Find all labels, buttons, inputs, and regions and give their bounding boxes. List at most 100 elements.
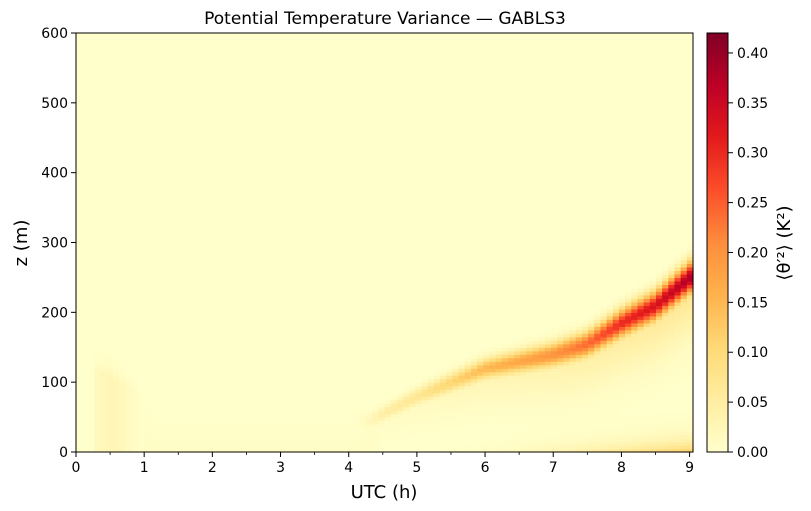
heatmap-cell [495,410,503,415]
heatmap-cell [298,427,305,432]
heatmap-cell [581,354,589,359]
heatmap-cell [662,350,669,355]
heatmap-cell [514,347,521,352]
heatmap-cell [551,396,558,401]
heatmap-cell [575,382,583,387]
heatmap-cell [680,298,688,303]
heatmap-cell [680,445,688,450]
heatmap-cell [655,389,663,394]
heatmap-cell [137,424,145,429]
heatmap-cell [575,431,583,436]
heatmap-cell [643,448,651,453]
heatmap-cell [501,343,509,348]
heatmap-cell [489,385,497,390]
heatmap-cell [649,291,657,296]
heatmap-cell [612,326,620,331]
heatmap-cell [409,399,416,404]
heatmap-cell [643,305,651,310]
heatmap-cell [674,354,682,359]
heatmap-cell [668,364,676,369]
heatmap-cell [304,431,312,436]
heatmap-cell [298,441,305,446]
heatmap-cell [588,371,595,376]
heatmap-cell [606,378,614,383]
heatmap-cell [483,378,490,383]
heatmap-cell [532,350,540,355]
heatmap-cell [261,445,268,450]
heatmap-cell [674,424,682,429]
heatmap-cell [100,417,108,422]
heatmap-cell [662,305,669,310]
heatmap-cell [594,413,602,418]
heatmap-cell [180,448,188,453]
heatmap-cell [403,424,410,429]
heatmap-cell [557,375,565,380]
heatmap-cell [100,403,108,408]
heatmap-cell [588,350,595,355]
heatmap-cell [520,357,528,362]
heatmap-cell [137,396,145,401]
heatmap-cell [483,371,490,376]
heatmap-cell [421,410,429,415]
heatmap-cell [668,319,676,324]
heatmap-cell [655,312,663,317]
heatmap-cell [575,361,583,366]
heatmap-cell [606,329,614,334]
heatmap-cell [643,291,651,296]
heatmap-cell [532,343,540,348]
heatmap-cell [143,445,151,450]
heatmap-cell [557,403,565,408]
heatmap-cell [662,322,669,327]
heatmap-cell [514,378,521,383]
heatmap-cell [668,375,676,380]
heatmap-cell [612,441,620,446]
heatmap-cell [464,389,472,394]
heatmap-cell [489,375,497,380]
heatmap-cell [372,420,379,425]
heatmap-cell [211,441,219,446]
heatmap-cell [655,438,663,443]
heatmap-cell [674,280,682,285]
heatmap-cell [594,322,602,327]
heatmap-cell [94,448,102,453]
heatmap-cell [594,308,602,313]
heatmap-cell [514,403,521,408]
x-tick-label: 8 [617,460,626,476]
heatmap-cell [569,329,577,334]
heatmap-cell [520,343,528,348]
heatmap-cell [359,420,367,425]
heatmap-cell [113,361,120,366]
heatmap-cell [637,284,645,289]
heatmap-cell [310,441,318,446]
heatmap-cell [637,396,645,401]
heatmap-cell [440,368,447,373]
heatmap-cell [477,385,484,390]
heatmap-cell [680,256,688,261]
x-tick-label: 3 [276,460,285,476]
heatmap-cell [538,385,546,390]
heatmap-cell [618,329,626,334]
heatmap-cell [618,347,626,352]
heatmap-cell [643,322,651,327]
heatmap-cell [427,420,435,425]
heatmap-cell [686,445,694,450]
heatmap-cell [612,382,620,387]
heatmap-cell [248,448,256,453]
heatmap-cell [520,410,528,415]
heatmap-cell [495,354,503,359]
heatmap-cell [137,431,145,436]
heatmap-cell [359,434,367,439]
heatmap-cell [618,371,626,376]
heatmap-cell [631,343,639,348]
heatmap-cell [625,371,632,376]
heatmap-cell [495,357,503,362]
heatmap-cell [470,364,478,369]
heatmap-cell [625,389,632,394]
heatmap-cell [421,392,429,397]
heatmap-cell [581,378,589,383]
heatmap-cell [643,315,651,320]
heatmap-cell [409,431,416,436]
heatmap-cell [199,438,207,443]
heatmap-cell [612,392,620,397]
heatmap-cell [409,406,416,411]
